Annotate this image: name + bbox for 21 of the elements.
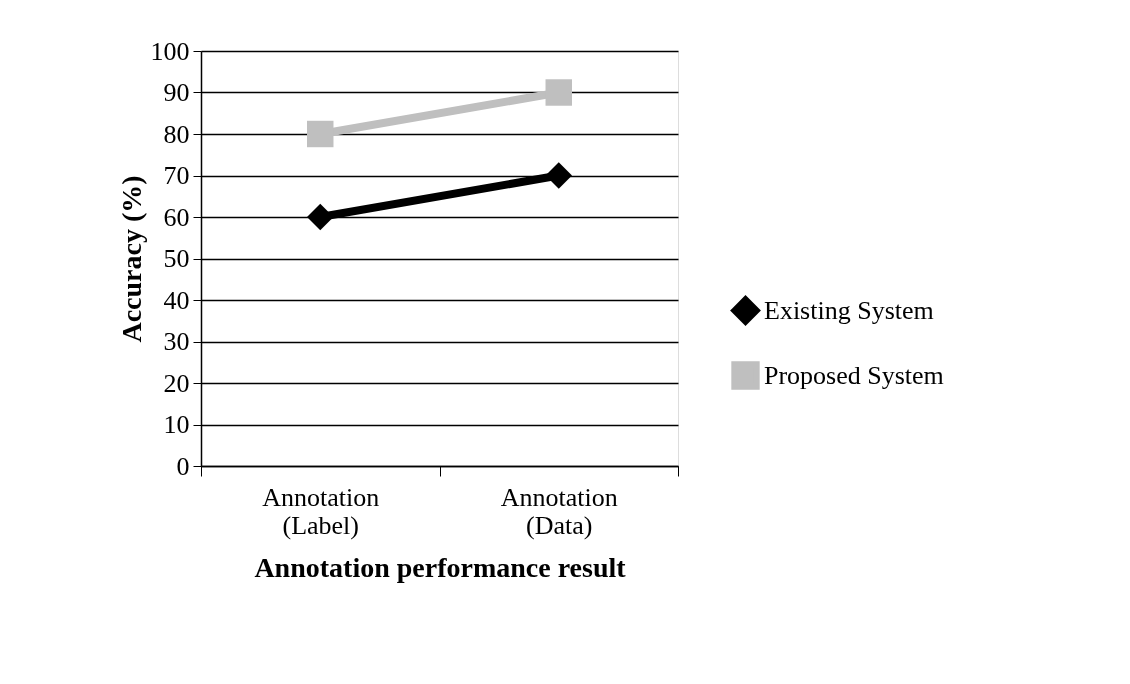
- y-tick-label: 0: [176, 451, 190, 481]
- x-tick-label: Annotation (Label): [262, 482, 380, 540]
- point: [307, 203, 334, 231]
- y-tick-label: 70: [163, 161, 190, 190]
- y-tick-label: 10: [163, 410, 190, 439]
- legend-label: Proposed System: [764, 360, 944, 390]
- y-tick-label: 60: [163, 202, 190, 232]
- point: [307, 120, 334, 148]
- y-tick-label: 100: [150, 36, 190, 66]
- y-tick-label: 90: [163, 78, 190, 107]
- y-tick-label: 40: [163, 285, 190, 315]
- x-axis-title: Annotation performance result: [254, 551, 627, 583]
- legend-label: Existing System: [764, 295, 934, 325]
- y-tick-label: 50: [163, 244, 190, 273]
- y-tick-label: 80: [163, 119, 190, 149]
- point: [545, 79, 572, 106]
- point: [545, 162, 572, 189]
- y-tick-label: 20: [163, 368, 190, 398]
- y-axis-title: Accuracy (%): [115, 175, 147, 343]
- x-tick-label: Annotation (Data): [500, 482, 618, 540]
- y-tick-label: 30: [163, 327, 190, 356]
